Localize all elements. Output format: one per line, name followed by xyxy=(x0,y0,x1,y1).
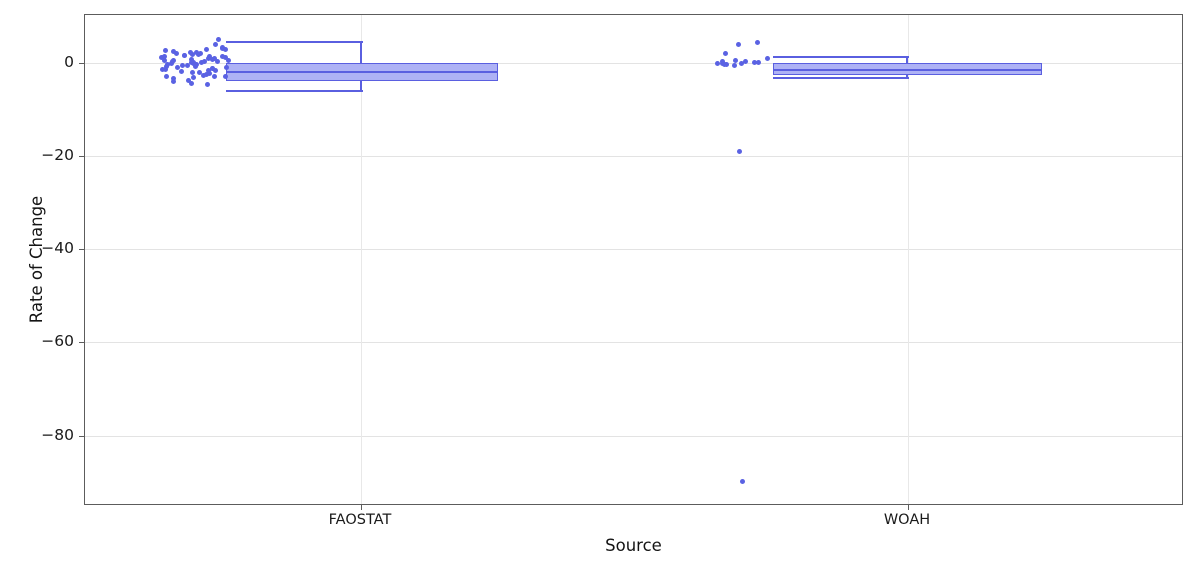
data-point xyxy=(214,58,220,64)
data-point xyxy=(170,76,176,82)
faostat-median xyxy=(226,71,498,73)
data-point xyxy=(732,62,738,68)
data-point xyxy=(756,59,762,65)
gridline-y-m40 xyxy=(85,249,1182,250)
data-point xyxy=(179,68,185,74)
woah-median xyxy=(773,69,1042,71)
data-point xyxy=(161,54,167,60)
data-point xyxy=(171,49,176,55)
data-point xyxy=(169,58,175,64)
data-point xyxy=(162,57,168,63)
y-tick-label-m80: −80 xyxy=(41,426,74,444)
data-point xyxy=(738,60,744,66)
data-point xyxy=(199,60,205,66)
data-point xyxy=(204,81,210,87)
data-point xyxy=(216,37,222,43)
gridline-y-m80 xyxy=(85,436,1182,437)
data-point xyxy=(168,61,174,67)
y-tick-label-0: 0 xyxy=(64,53,74,71)
data-point xyxy=(211,56,217,62)
y-tick-label-m20: −20 xyxy=(41,146,74,164)
y-tick-mark-0 xyxy=(79,63,85,65)
faostat-whisker-high xyxy=(360,41,362,64)
data-point xyxy=(173,50,179,56)
data-point xyxy=(197,51,203,57)
gridline-category-faostat xyxy=(361,15,362,504)
data-point xyxy=(192,63,198,69)
data-point xyxy=(715,61,721,67)
gridline-category-woah xyxy=(908,15,909,504)
data-point xyxy=(182,52,188,58)
data-point xyxy=(179,62,185,68)
gridline-y-0 xyxy=(85,63,1182,64)
data-point xyxy=(222,74,228,80)
data-point xyxy=(185,78,191,84)
x-axis-title: Source xyxy=(605,536,662,555)
faostat-whisker-cap-high xyxy=(226,41,363,43)
data-point xyxy=(212,73,218,79)
data-point xyxy=(175,65,181,71)
data-point xyxy=(722,61,728,67)
data-point xyxy=(158,55,164,61)
data-point xyxy=(197,70,203,76)
data-point xyxy=(188,49,194,55)
data-point xyxy=(188,80,194,86)
data-point xyxy=(223,46,229,52)
y-tick-label-m40: −40 xyxy=(41,239,74,257)
data-point xyxy=(213,68,219,74)
faostat-whisker-cap-low xyxy=(226,90,363,92)
data-point xyxy=(207,70,213,76)
data-point xyxy=(220,44,226,50)
data-point xyxy=(764,55,770,61)
y-tick-mark-m40 xyxy=(79,249,85,251)
y-tick-label-m60: −60 xyxy=(41,332,74,350)
woah-whisker-cap-high xyxy=(773,56,909,58)
data-point xyxy=(743,58,749,64)
gridline-y-m60 xyxy=(85,342,1182,343)
data-point xyxy=(733,57,739,63)
data-point xyxy=(737,148,742,154)
data-point xyxy=(171,79,177,85)
data-point xyxy=(184,63,190,69)
x-tick-mark-woah xyxy=(908,504,910,510)
woah-whisker-cap-low xyxy=(773,77,909,79)
y-tick-mark-m20 xyxy=(79,156,85,158)
data-point xyxy=(205,67,211,73)
woah-whisker-high xyxy=(906,56,908,67)
data-point xyxy=(189,59,195,65)
data-point xyxy=(736,41,742,47)
data-point xyxy=(162,66,168,72)
data-point xyxy=(193,50,199,56)
data-point xyxy=(723,51,729,57)
x-tick-mark-faostat xyxy=(361,504,363,510)
data-point xyxy=(223,54,229,60)
data-point xyxy=(720,59,726,65)
plot-area xyxy=(79,14,1183,510)
data-point xyxy=(224,64,230,70)
data-point xyxy=(203,71,209,77)
data-point xyxy=(209,65,215,71)
data-point xyxy=(206,53,212,59)
gridline-y-m20 xyxy=(85,156,1182,157)
data-point xyxy=(191,75,197,81)
x-tick-label-faostat: FAOSTAT xyxy=(328,512,392,528)
data-point xyxy=(162,48,168,54)
data-point xyxy=(160,67,166,72)
data-point xyxy=(163,73,169,79)
data-point xyxy=(751,60,757,66)
data-point xyxy=(203,47,209,53)
data-point xyxy=(225,58,231,64)
data-point xyxy=(213,41,219,47)
data-point xyxy=(755,40,761,46)
y-tick-mark-m80 xyxy=(79,436,85,438)
data-point xyxy=(190,69,196,75)
data-point xyxy=(740,479,746,484)
data-point xyxy=(220,53,226,59)
x-tick-label-woah: WOAH xyxy=(883,512,931,528)
y-tick-mark-m60 xyxy=(79,342,85,344)
